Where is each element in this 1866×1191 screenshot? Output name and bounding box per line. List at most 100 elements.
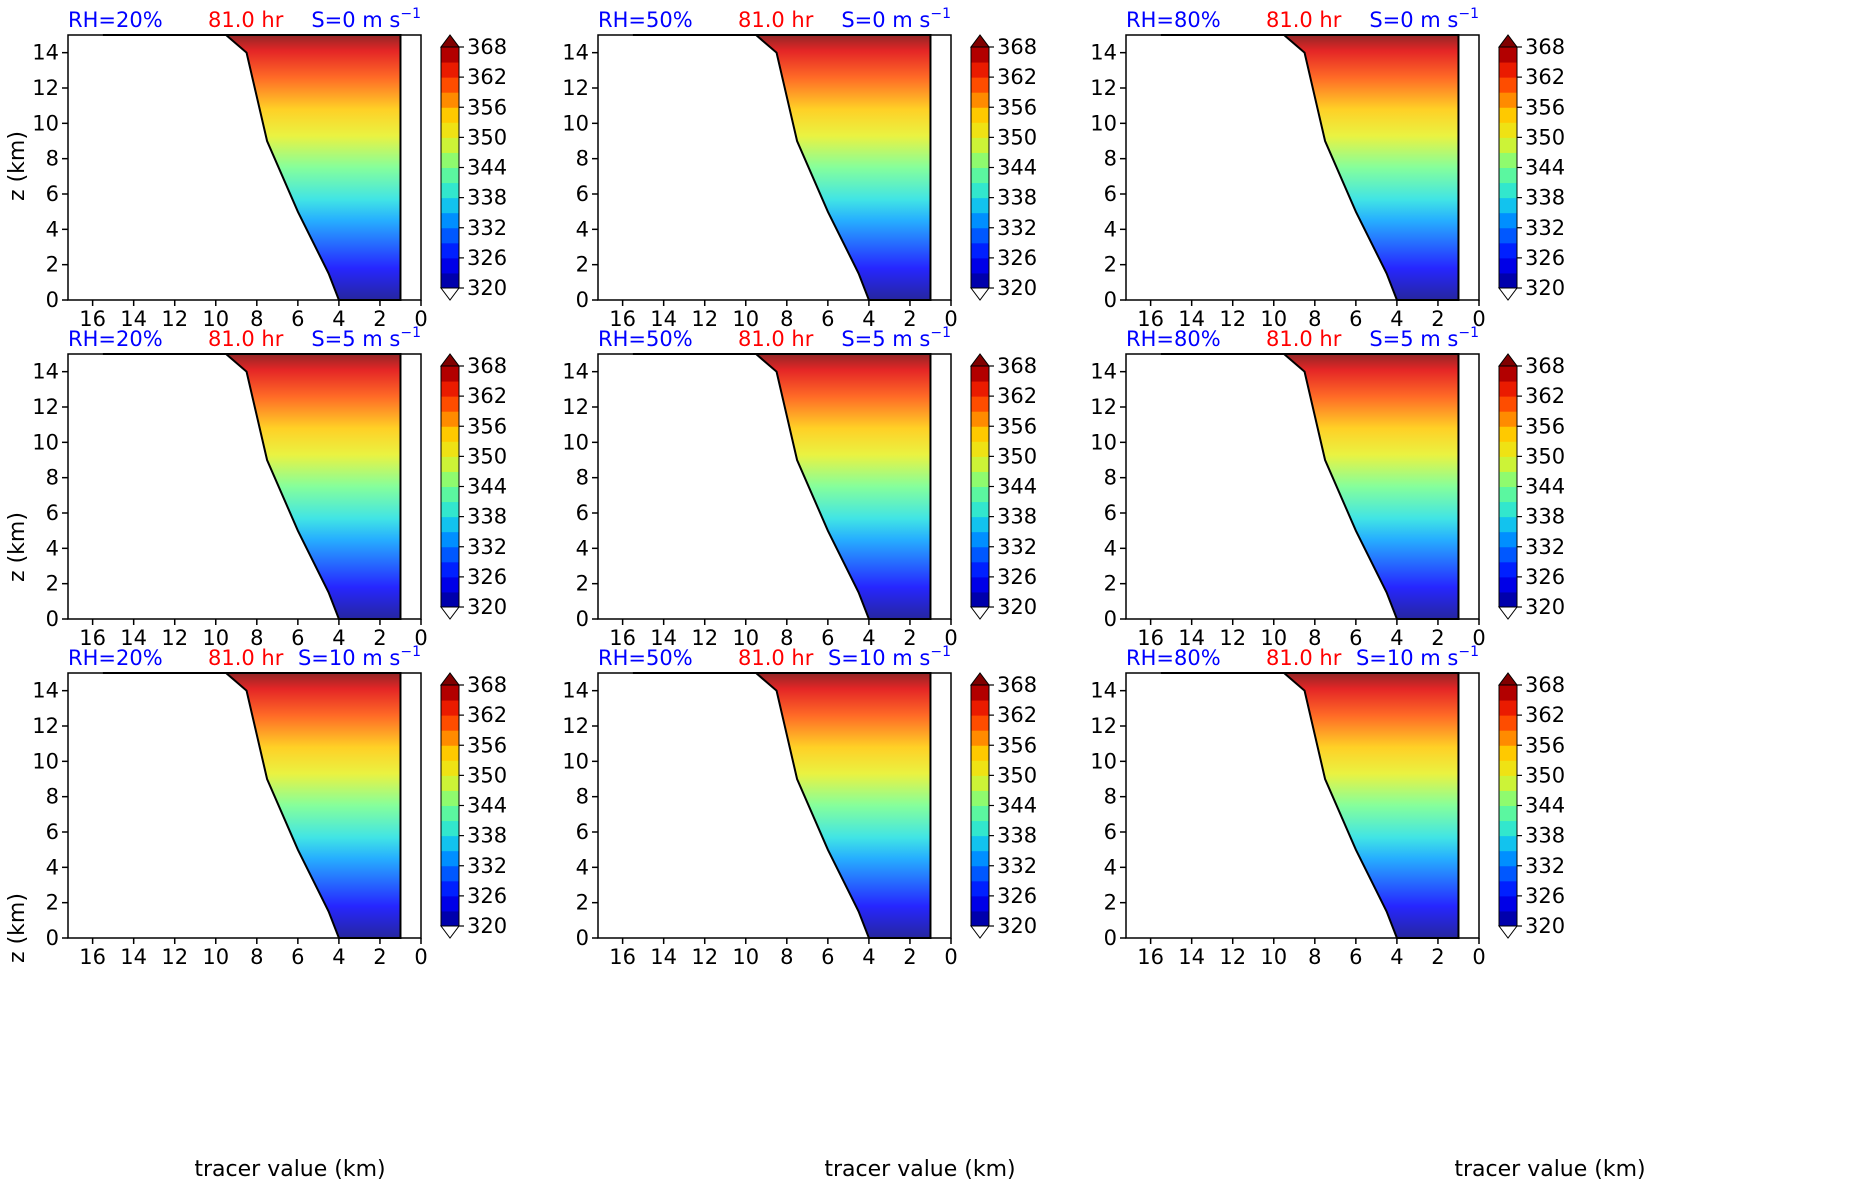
colorbar-band — [1499, 212, 1517, 229]
x-tick-label: 0 — [1472, 307, 1485, 331]
colorbar-tick-label: 326 — [997, 884, 1037, 908]
x-tick-label: 6 — [1349, 307, 1362, 331]
colorbar-band — [1499, 700, 1517, 716]
colorbar-band — [971, 456, 989, 472]
colorbar-tick-label: 326 — [997, 246, 1037, 270]
x-tick-label: 14 — [1178, 307, 1205, 331]
shear-label: S=10 m s−1 — [298, 644, 421, 670]
x-tick-label: 6 — [821, 307, 834, 331]
y-axis-label: z (km) — [5, 512, 30, 582]
x-tick-label: 14 — [650, 945, 677, 969]
colorbar-tick-label: 344 — [997, 475, 1037, 499]
axes-frame — [597, 672, 952, 939]
x-tick-label: 16 — [79, 945, 106, 969]
shear-label: S=10 m s−1 — [828, 644, 951, 670]
y-tick-label: 12 — [1090, 76, 1117, 100]
colorbar-extend-min — [1498, 925, 1518, 939]
shear-exponent: −1 — [930, 6, 951, 22]
y-tick-label: 8 — [46, 466, 59, 490]
time-label: 81.0 hr — [208, 646, 284, 670]
shear-label: S=5 m s−1 — [1369, 325, 1479, 351]
y-tick-label: 12 — [32, 395, 59, 419]
colorbar-band — [441, 715, 459, 731]
colorbar-tick-label: 344 — [467, 794, 507, 818]
colorbar-tick-label: 368 — [997, 35, 1037, 59]
colorbar-band — [1499, 122, 1517, 138]
colorbar-tick-label: 368 — [467, 673, 507, 697]
colorbar-band — [971, 242, 989, 259]
colorbar-tick-label: 368 — [467, 354, 507, 378]
colorbar-band — [1499, 381, 1517, 397]
colorbar-band — [441, 92, 459, 108]
colorbar-band — [441, 272, 459, 289]
colorbar-tick-label: 326 — [467, 884, 507, 908]
x-tick-label: 10 — [732, 307, 759, 331]
y-tick-label: 10 — [32, 749, 59, 773]
x-tick-label: 4 — [1390, 945, 1403, 969]
x-tick-label: 0 — [944, 945, 957, 969]
colorbar-extend-min — [440, 925, 460, 939]
colorbar-band — [1499, 182, 1517, 199]
colorbar-tick-label: 326 — [467, 246, 507, 270]
y-tick-label: 2 — [1104, 253, 1117, 277]
y-tick-label: 8 — [1104, 785, 1117, 809]
colorbar-band — [1499, 62, 1517, 78]
colorbar-band — [441, 152, 459, 168]
colorbar-tick-label: 362 — [997, 384, 1037, 408]
colorbar-band — [1499, 197, 1517, 214]
colorbar-band — [441, 107, 459, 123]
colorbar-tick-label: 344 — [467, 156, 507, 180]
x-tick-label: 4 — [1390, 307, 1403, 331]
panel: 16 14 12 10 8 6 4 2 0 0 2 4 6 8 10 12 14 RH=80% 81.0 hr S=1… — [1090, 644, 1565, 969]
y-tick-label: 6 — [576, 820, 589, 844]
axes-frame — [67, 34, 422, 301]
colorbar-band — [1499, 426, 1517, 442]
y-tick-label: 6 — [46, 501, 59, 525]
rh-label: RH=20% — [68, 646, 163, 670]
axes-frame — [1125, 672, 1480, 939]
colorbar-band — [441, 77, 459, 93]
y-tick-label: 6 — [1104, 182, 1117, 206]
colorbar-band — [1499, 77, 1517, 93]
y-tick-label: 12 — [1090, 395, 1117, 419]
x-tick-label: 14 — [1178, 626, 1205, 650]
colorbar-band — [1499, 47, 1517, 63]
colorbar-band — [441, 700, 459, 716]
colorbar-band — [971, 880, 989, 897]
colorbar-band — [441, 685, 459, 701]
colorbar-band — [441, 865, 459, 882]
colorbar-tick-label: 356 — [1525, 733, 1565, 757]
shear-label: S=0 m s−1 — [311, 6, 421, 32]
x-tick-label: 12 — [161, 307, 188, 331]
y-tick-label: 10 — [562, 430, 589, 454]
y-tick-label: 14 — [1090, 679, 1117, 703]
panel: 16 14 12 10 8 6 4 2 0 0 2 4 6 8 10 12 14 RH=50% 81.0 hr S=0… — [562, 6, 1037, 331]
x-tick-label: 6 — [821, 945, 834, 969]
colorbar-band — [1499, 516, 1517, 533]
x-tick-label: 16 — [1137, 307, 1164, 331]
colorbar-tick-label: 368 — [1525, 354, 1565, 378]
colorbar-band — [441, 486, 459, 503]
y-tick-label: 4 — [46, 855, 59, 879]
colorbar-extend-min — [970, 925, 990, 939]
contour-field — [102, 672, 402, 939]
x-tick-label: 6 — [1349, 945, 1362, 969]
colorbar-band — [971, 501, 989, 518]
colorbar-band — [441, 62, 459, 78]
colorbar-tick-label: 320 — [1525, 914, 1565, 938]
colorbar-tick-label: 350 — [997, 444, 1037, 468]
colorbar-band — [1499, 760, 1517, 776]
x-tick-label: 12 — [691, 945, 718, 969]
x-tick-label: 4 — [332, 945, 345, 969]
y-tick-label: 4 — [576, 855, 589, 879]
colorbar-band — [1499, 257, 1517, 274]
colorbar-band — [441, 122, 459, 138]
colorbar-band — [441, 257, 459, 274]
colorbar-band — [441, 456, 459, 472]
colorbar-band — [971, 411, 989, 427]
colorbar-band — [441, 591, 459, 608]
x-tick-label: 10 — [202, 945, 229, 969]
panel: 16 14 12 10 8 6 4 2 0 0 2 4 6 8 10 12 14 RH=20% 81.0 hr S=0… — [32, 6, 507, 331]
y-tick-label: 10 — [32, 111, 59, 135]
